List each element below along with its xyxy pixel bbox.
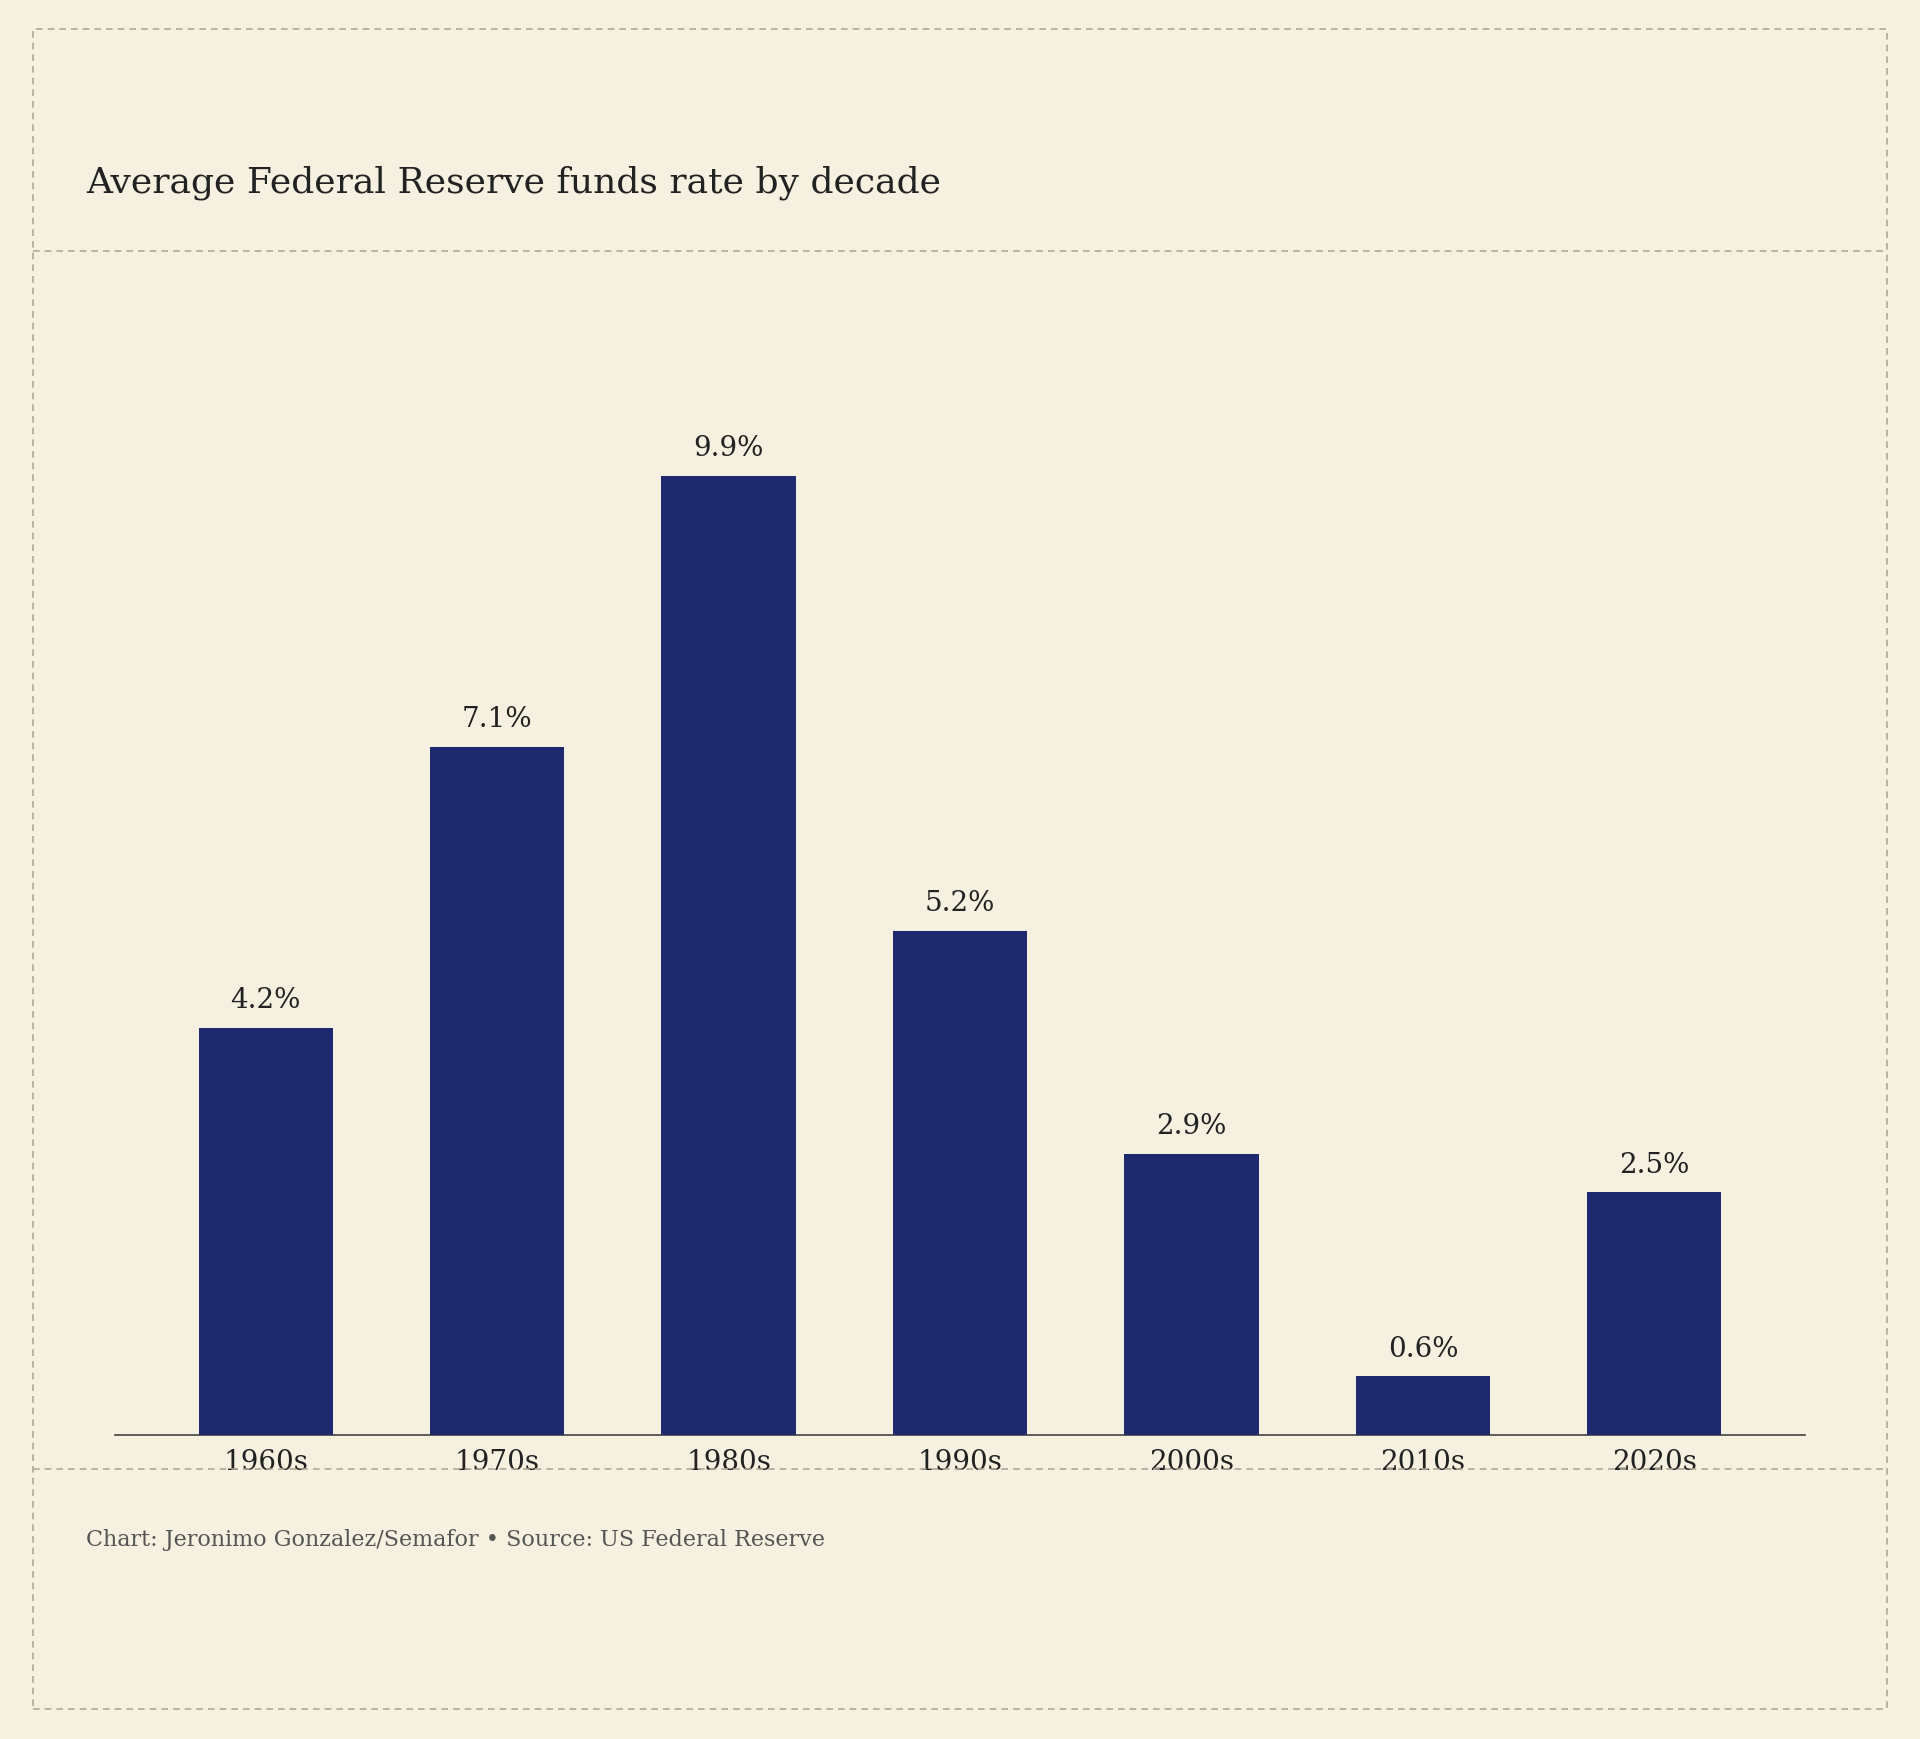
Text: Average Federal Reserve funds rate by decade: Average Federal Reserve funds rate by de… <box>86 165 941 200</box>
Text: 2.9%: 2.9% <box>1156 1113 1227 1139</box>
Bar <box>198 1028 332 1435</box>
Bar <box>660 476 795 1435</box>
Text: 2.5%: 2.5% <box>1619 1151 1690 1179</box>
Bar <box>1356 1377 1490 1435</box>
Text: SEMAFOR: SEMAFOR <box>104 1612 328 1649</box>
Text: 9.9%: 9.9% <box>693 435 764 463</box>
Bar <box>430 748 564 1435</box>
Bar <box>1588 1193 1722 1435</box>
Bar <box>1125 1155 1260 1435</box>
Bar <box>893 932 1027 1435</box>
Text: Chart: Jeronimo Gonzalez/Semafor • Source: US Federal Reserve: Chart: Jeronimo Gonzalez/Semafor • Sourc… <box>86 1529 826 1549</box>
Text: 7.1%: 7.1% <box>463 706 532 734</box>
Text: 5.2%: 5.2% <box>925 890 995 916</box>
Text: 4.2%: 4.2% <box>230 986 301 1014</box>
Text: 0.6%: 0.6% <box>1388 1336 1457 1362</box>
